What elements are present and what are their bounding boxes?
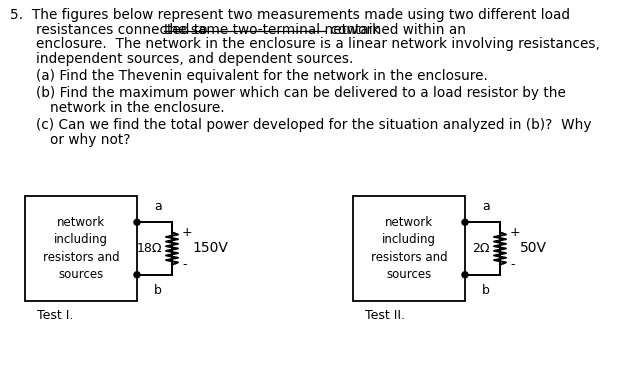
Text: enclosure.  The network in the enclosure is a linear network involving resistanc: enclosure. The network in the enclosure … (36, 37, 600, 51)
Text: Test II.: Test II. (365, 309, 405, 322)
Text: 2Ω: 2Ω (472, 242, 490, 255)
Text: 150V: 150V (192, 242, 228, 255)
Text: network in the enclosure.: network in the enclosure. (50, 101, 224, 115)
Circle shape (462, 219, 468, 225)
Text: +: + (510, 226, 520, 239)
Circle shape (134, 272, 140, 278)
Bar (353, 196, 465, 301)
Text: the same two-terminal network: the same two-terminal network (164, 23, 380, 36)
Text: (a) Find the Thevenin equivalent for the network in the enclosure.: (a) Find the Thevenin equivalent for the… (36, 69, 488, 83)
Text: independent sources, and dependent sources.: independent sources, and dependent sourc… (36, 51, 353, 65)
Text: (c) Can we find the total power developed for the situation analyzed in (b)?  Wh: (c) Can we find the total power develope… (36, 118, 592, 132)
Text: contained within an: contained within an (326, 23, 466, 36)
Text: b: b (154, 284, 162, 297)
Text: a: a (154, 200, 162, 213)
Text: 50V: 50V (520, 242, 547, 255)
Text: -: - (182, 258, 187, 271)
Text: network
including
resistors and
sources: network including resistors and sources (370, 216, 447, 281)
Text: a: a (482, 200, 490, 213)
Circle shape (462, 272, 468, 278)
Text: +: + (182, 226, 193, 239)
Bar (25, 196, 137, 301)
Text: b: b (482, 284, 490, 297)
Text: -: - (510, 258, 515, 271)
Text: 18Ω: 18Ω (137, 242, 162, 255)
Text: 5.  The figures below represent two measurements made using two different load: 5. The figures below represent two measu… (10, 8, 570, 22)
Text: (b) Find the maximum power which can be delivered to a load resistor by the: (b) Find the maximum power which can be … (36, 86, 566, 100)
Circle shape (134, 219, 140, 225)
Text: or why not?: or why not? (50, 133, 131, 147)
Text: resistances connected to: resistances connected to (36, 23, 212, 36)
Text: network
including
resistors and
sources: network including resistors and sources (43, 216, 119, 281)
Text: Test I.: Test I. (37, 309, 73, 322)
